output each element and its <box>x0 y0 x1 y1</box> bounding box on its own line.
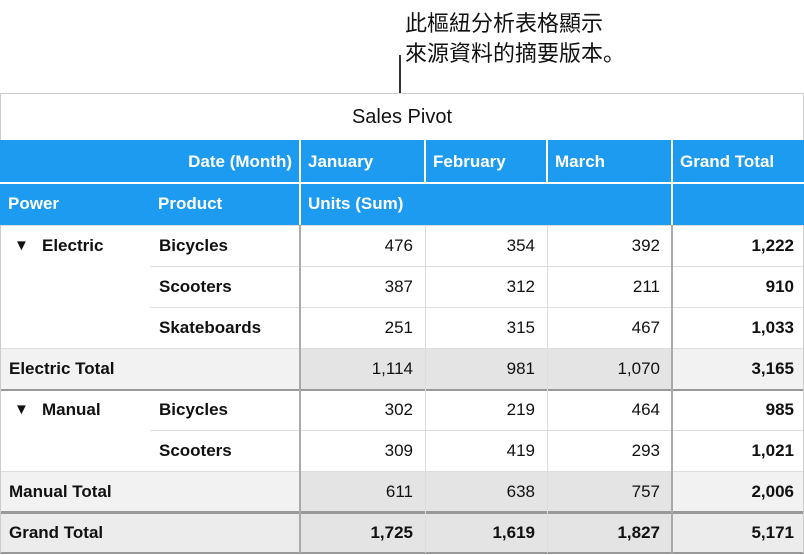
value-cell: 476 <box>384 235 413 255</box>
value-cell: 638 <box>506 481 535 501</box>
total-cell: 1,021 <box>751 440 794 460</box>
group-label: Electric <box>42 235 104 255</box>
grand-total-header: Grand Total <box>680 151 775 171</box>
leader-line <box>399 55 401 93</box>
grid-line <box>0 348 804 349</box>
total-values-bg <box>300 471 672 512</box>
product-label: Bicycles <box>159 235 228 255</box>
value-cell: 309 <box>384 440 413 460</box>
value-cell: 302 <box>384 399 413 419</box>
total-cell: 985 <box>765 399 794 419</box>
grid-line <box>671 183 673 225</box>
total-cell: 5,171 <box>751 522 794 542</box>
grid-line <box>150 266 804 267</box>
row-header: Product <box>158 194 223 213</box>
value-cell: 611 <box>385 481 413 501</box>
group-label: Manual <box>42 399 101 419</box>
row-label: Manual Total <box>9 481 112 501</box>
row-label: Grand Total <box>9 522 104 542</box>
value-cell: 419 <box>506 440 535 460</box>
value-cell: 1,827 <box>617 522 660 542</box>
month-header: March <box>555 151 606 171</box>
total-cell: 2,006 <box>751 481 794 501</box>
value-cell: 1,725 <box>370 522 413 542</box>
value-cell: 1,070 <box>617 358 660 378</box>
annotation: 此樞紐分析表格顯示 <box>405 11 604 36</box>
grid-line <box>150 307 804 308</box>
total-cell: 1,033 <box>751 317 794 337</box>
value-cell: 757 <box>631 481 660 501</box>
total-cell: 1,222 <box>751 235 794 255</box>
grid-line <box>299 140 301 183</box>
product-label: Scooters <box>159 440 232 460</box>
grid-line <box>425 225 426 553</box>
grid-line <box>0 182 804 184</box>
grid-line <box>299 225 301 553</box>
grid-line <box>299 183 301 225</box>
value-cell: 392 <box>631 235 660 255</box>
grid-line <box>0 389 804 391</box>
grid-line <box>546 140 548 183</box>
table-title: Sales Pivot <box>0 93 804 140</box>
month-header: January <box>308 151 374 171</box>
total-values-bg <box>300 348 672 389</box>
row-header: Power <box>8 194 60 213</box>
grid-line <box>0 471 804 472</box>
grid-line <box>0 225 1 553</box>
value-cell: 1,114 <box>371 358 413 378</box>
grid-line <box>0 511 804 513</box>
grid-line <box>547 225 548 553</box>
value-cell: 1,619 <box>492 522 535 542</box>
value-cell: 251 <box>384 317 413 337</box>
value-cell: 293 <box>631 440 660 460</box>
total-values-bg <box>300 512 672 553</box>
column-header-label: Date (Month) <box>188 151 292 171</box>
value-cell: 211 <box>632 276 660 296</box>
grid-line <box>150 430 804 431</box>
grid-line <box>671 140 673 183</box>
annotation: 來源資料的摘要版本。 <box>405 41 626 66</box>
value-cell: 315 <box>506 317 535 337</box>
product-label: Skateboards <box>159 317 262 337</box>
total-cell: 910 <box>765 276 794 296</box>
row-header: Units (Sum) <box>308 194 404 213</box>
grid-line <box>671 225 673 553</box>
expand-icon: ▼ <box>14 401 29 418</box>
expand-icon: ▼ <box>14 237 29 254</box>
month-header: February <box>433 151 506 171</box>
product-label: Scooters <box>159 276 232 296</box>
total-cell: 3,165 <box>751 358 794 378</box>
value-cell: 981 <box>506 358 535 378</box>
value-cell: 354 <box>506 235 535 255</box>
value-cell: 387 <box>384 276 413 296</box>
product-label: Bicycles <box>159 399 228 419</box>
value-cell: 219 <box>506 399 535 419</box>
value-cell: 464 <box>631 399 660 419</box>
value-cell: 467 <box>631 317 660 337</box>
grid-line <box>424 140 426 183</box>
grid-line <box>0 552 804 554</box>
row-label: Electric Total <box>9 358 115 378</box>
grid-line <box>0 225 804 226</box>
value-cell: 312 <box>506 276 535 296</box>
